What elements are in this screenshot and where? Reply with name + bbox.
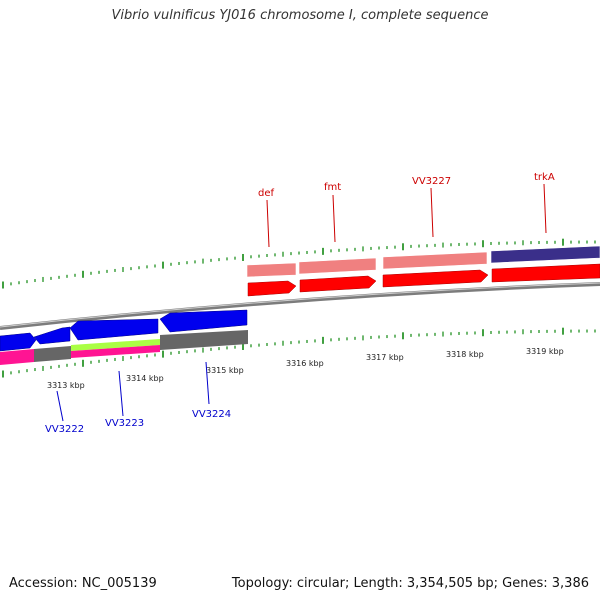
forward-feature-vv3227[interactable] <box>382 251 488 270</box>
kbp-label: 3315 kbp <box>206 366 244 375</box>
gene-arrow-vv3227[interactable] <box>382 269 489 288</box>
gene-label-vv3222[interactable]: VV3222 <box>45 424 84 435</box>
leader-line-fmt <box>332 194 336 243</box>
kbp-label: 3316 kbp <box>286 359 324 368</box>
leader-line-def <box>266 199 270 248</box>
forward-feature-trka[interactable] <box>490 245 600 264</box>
kbp-labels: 3313 kbp 3314 kbp 3315 kbp 3316 kbp 3317… <box>47 347 564 390</box>
reverse-feature-gray-1 <box>34 346 71 362</box>
genome-backbone-highlight <box>0 282 600 328</box>
gene-arrow-fmt[interactable] <box>299 275 377 293</box>
reverse-feature-magenta-0 <box>0 349 34 365</box>
gene-arrow-vv3221[interactable] <box>0 332 37 352</box>
forward-feature-fmt[interactable] <box>298 257 377 275</box>
kbp-label: 3314 kbp <box>126 374 164 383</box>
kbp-label: 3313 kbp <box>47 381 85 390</box>
reverse-feature-lime <box>71 339 160 351</box>
gene-label-fmt[interactable]: fmt <box>324 182 341 193</box>
gene-arrow-vv3224[interactable] <box>159 309 248 333</box>
forward-feature-def[interactable] <box>246 262 297 278</box>
gene-label-vv3227[interactable]: VV3227 <box>412 176 451 187</box>
lower-tick-row <box>2 327 596 378</box>
reverse-feature-gray-2 <box>160 330 248 350</box>
reverse-feature-magenta-1 <box>71 345 160 358</box>
leader-line-vv3223 <box>118 370 124 417</box>
gene-arrow-vv3222[interactable] <box>33 326 71 345</box>
reverse-gene-labels: VV3222 VV3223 VV3224 <box>45 361 231 435</box>
kbp-label: 3319 kbp <box>526 347 564 356</box>
reverse-strand <box>0 309 248 365</box>
topology-text: Topology: circular; Length: 3,354,505 bp… <box>231 576 589 591</box>
leader-line-vv3224 <box>205 361 210 405</box>
leader-line-trka <box>543 183 547 234</box>
forward-gene-labels: def fmt VV3227 trkA <box>258 172 555 248</box>
upper-tick-row <box>2 238 596 289</box>
leader-line-vv3222 <box>56 390 64 422</box>
gene-label-vv3223[interactable]: VV3223 <box>105 418 144 429</box>
gene-arrow-vv3223[interactable] <box>69 318 159 341</box>
gene-arrow-def[interactable] <box>247 280 297 297</box>
kbp-label: 3318 kbp <box>446 350 484 359</box>
genome-backbone <box>0 282 600 330</box>
map-title: Vibrio vulnificus YJ016 chromosome I, co… <box>111 8 489 23</box>
leader-line-vv3227 <box>430 187 434 238</box>
accession-text: Accession: NC_005139 <box>9 576 157 591</box>
kbp-label: 3317 kbp <box>366 353 404 362</box>
gene-label-vv3224[interactable]: VV3224 <box>192 409 231 420</box>
gene-label-def[interactable]: def <box>258 188 275 199</box>
gene-arrow-trka[interactable] <box>491 263 600 283</box>
forward-strand <box>246 245 600 297</box>
gene-label-trka[interactable]: trkA <box>534 172 555 183</box>
